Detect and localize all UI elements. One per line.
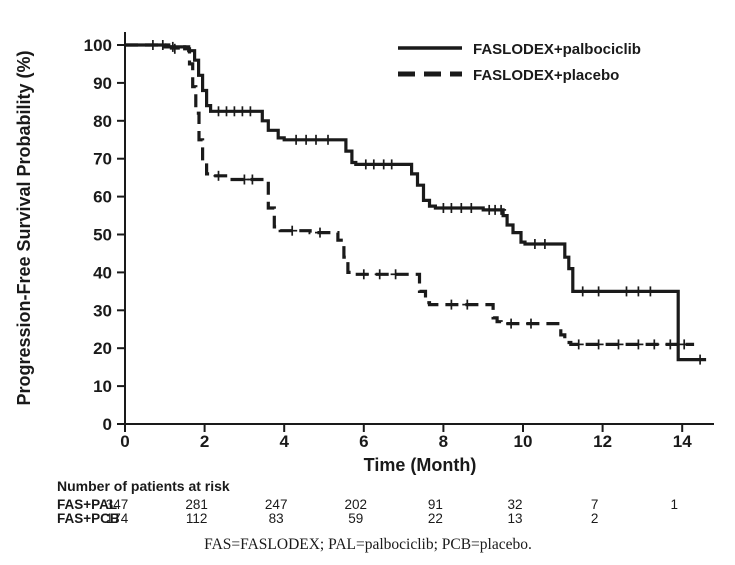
at-risk-count: 174: [106, 511, 129, 526]
at-risk-header: Number of patients at risk: [57, 478, 230, 494]
x-tick-label: 10: [514, 432, 533, 451]
km-curve-palbociclib: [125, 43, 707, 362]
y-tick-label: 80: [93, 112, 112, 131]
y-tick-label: 90: [93, 74, 112, 93]
y-tick-label: 100: [84, 36, 112, 55]
at-risk-row-label-pal: FAS+PAL: [57, 497, 117, 512]
x-tick-label: 14: [673, 432, 692, 451]
x-tick-label: 4: [279, 432, 289, 451]
at-risk-count: 1: [670, 497, 678, 512]
at-risk-count: 7: [591, 497, 599, 512]
at-risk-count: 247: [265, 497, 288, 512]
at-risk-count: 13: [507, 511, 522, 526]
at-risk-count: 59: [348, 511, 363, 526]
at-risk-count: 202: [345, 497, 368, 512]
x-tick-label: 6: [359, 432, 368, 451]
y-tick-label: 50: [93, 226, 112, 245]
at-risk-count: 347: [106, 497, 129, 512]
x-axis-label: Time (Month): [364, 455, 477, 475]
at-risk-row-label-pcb: FAS+PCB: [57, 511, 120, 526]
y-tick-label: 0: [103, 415, 112, 434]
legend: FASLODEX+palbociclib FASLODEX+placebo: [398, 41, 641, 84]
x-tick-label: 12: [593, 432, 612, 451]
y-tick-label: 60: [93, 188, 112, 207]
y-tick-label: 70: [93, 150, 112, 169]
footnote: FAS=FASLODEX; PAL=palbociclib; PCB=place…: [204, 536, 532, 553]
at-risk-count: 112: [186, 511, 208, 526]
censor-marks: [147, 40, 706, 365]
at-risk-count: 91: [428, 497, 443, 512]
at-risk-count: 32: [507, 497, 522, 512]
axis-ticks: 0 2 4 6 8 10 12 14 0 10 20 30 40 50 60 70 80 90 100: [84, 36, 693, 451]
at-risk-count: 83: [269, 511, 284, 526]
y-tick-label: 40: [93, 263, 112, 282]
x-tick-label: 2: [200, 432, 209, 451]
legend-label-placebo: FASLODEX+placebo: [473, 67, 619, 84]
at-risk-count: 281: [185, 497, 208, 512]
y-axis-label: Progression-Free Survival Probability (%…: [14, 50, 34, 405]
x-tick-label: 8: [439, 432, 448, 451]
at-risk-count: 22: [428, 511, 443, 526]
at-risk-count: 2: [591, 511, 599, 526]
legend-label-palbociclib: FASLODEX+palbociclib: [473, 41, 641, 58]
x-tick-label: 0: [120, 432, 129, 451]
y-tick-label: 10: [93, 377, 112, 396]
y-tick-label: 30: [93, 301, 112, 320]
at-risk-counts: 347 281 247 202 91 32 7 1 174 112 83 59 22 13 2: [106, 497, 678, 526]
y-tick-label: 20: [93, 339, 112, 358]
km-curve-placebo: [125, 43, 695, 346]
survival-curves: [125, 43, 707, 362]
